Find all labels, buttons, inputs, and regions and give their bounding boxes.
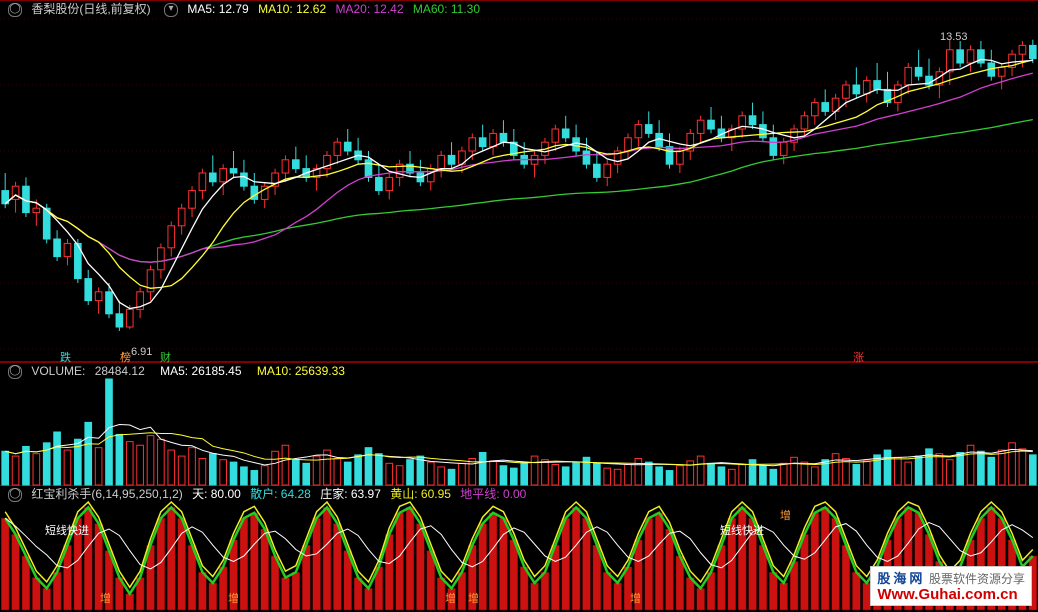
indicator-value: 天: 80.00 bbox=[192, 487, 241, 501]
indicator-value: 地平线: 0.00 bbox=[460, 487, 526, 501]
indicator-signal: 增 bbox=[468, 590, 479, 606]
watermark-url: Www.Guhai.com.cn bbox=[877, 587, 1025, 603]
indicator-value: 黄山: 60.95 bbox=[390, 487, 451, 501]
chart-marker: 榜 bbox=[120, 349, 131, 365]
peak-price-label: 13.53 bbox=[940, 31, 968, 43]
stock-title: 香梨股份(日线,前复权) bbox=[31, 2, 150, 16]
volume-chart bbox=[0, 363, 1038, 487]
indicator-signal: 增 bbox=[630, 590, 641, 606]
indicator-value: 庄家: 63.97 bbox=[320, 487, 381, 501]
indicator-value: 散户: 64.28 bbox=[250, 487, 311, 501]
expand-icon[interactable]: ◯ bbox=[8, 3, 22, 17]
volume-legend: ◯ VOLUME: 28484.12 MA5: 26185.45 MA10: 2… bbox=[4, 364, 357, 378]
indicator-signal: 短线快进 bbox=[720, 522, 764, 538]
ma-label: MA5: 12.79 bbox=[187, 2, 248, 16]
candlestick-chart bbox=[0, 1, 1038, 363]
ma-label: MA20: 12.42 bbox=[335, 2, 403, 16]
ma-label: MA10: 12.62 bbox=[258, 2, 326, 16]
indicator-signal: 增 bbox=[445, 590, 456, 606]
main-chart-panel[interactable]: ◯ 香梨股份(日线,前复权) ▾ MA5: 12.79 MA10: 12.62 … bbox=[0, 0, 1038, 362]
main-legend: ◯ 香梨股份(日线,前复权) ▾ MA5: 12.79 MA10: 12.62 … bbox=[4, 2, 492, 16]
chart-marker: 涨 bbox=[853, 349, 864, 365]
watermark: 股海网 股票软件资源分享 Www.Guhai.com.cn bbox=[870, 566, 1032, 606]
indicator-signal: 增 bbox=[100, 590, 111, 606]
expand-icon[interactable]: ◯ bbox=[8, 488, 22, 502]
indicator-signal: 增 bbox=[228, 590, 239, 606]
indicator-signal: 增 bbox=[780, 507, 791, 523]
indicator-signal: 短线快进 bbox=[45, 522, 89, 538]
chart-marker: 跌 bbox=[60, 349, 71, 365]
indicator-title: 红宝利杀手(6,14,95,250,1,2) bbox=[31, 487, 182, 501]
volume-panel[interactable]: ◯ VOLUME: 28484.12 MA5: 26185.45 MA10: 2… bbox=[0, 362, 1038, 486]
expand-icon[interactable]: ◯ bbox=[8, 365, 22, 379]
dropdown-icon[interactable]: ▾ bbox=[164, 3, 178, 17]
ma-label: MA60: 11.30 bbox=[413, 2, 480, 16]
chart-marker: 财 bbox=[160, 349, 171, 365]
indicator-legend: ◯ 红宝利杀手(6,14,95,250,1,2) 天: 80.00 散户: 64… bbox=[4, 487, 538, 501]
